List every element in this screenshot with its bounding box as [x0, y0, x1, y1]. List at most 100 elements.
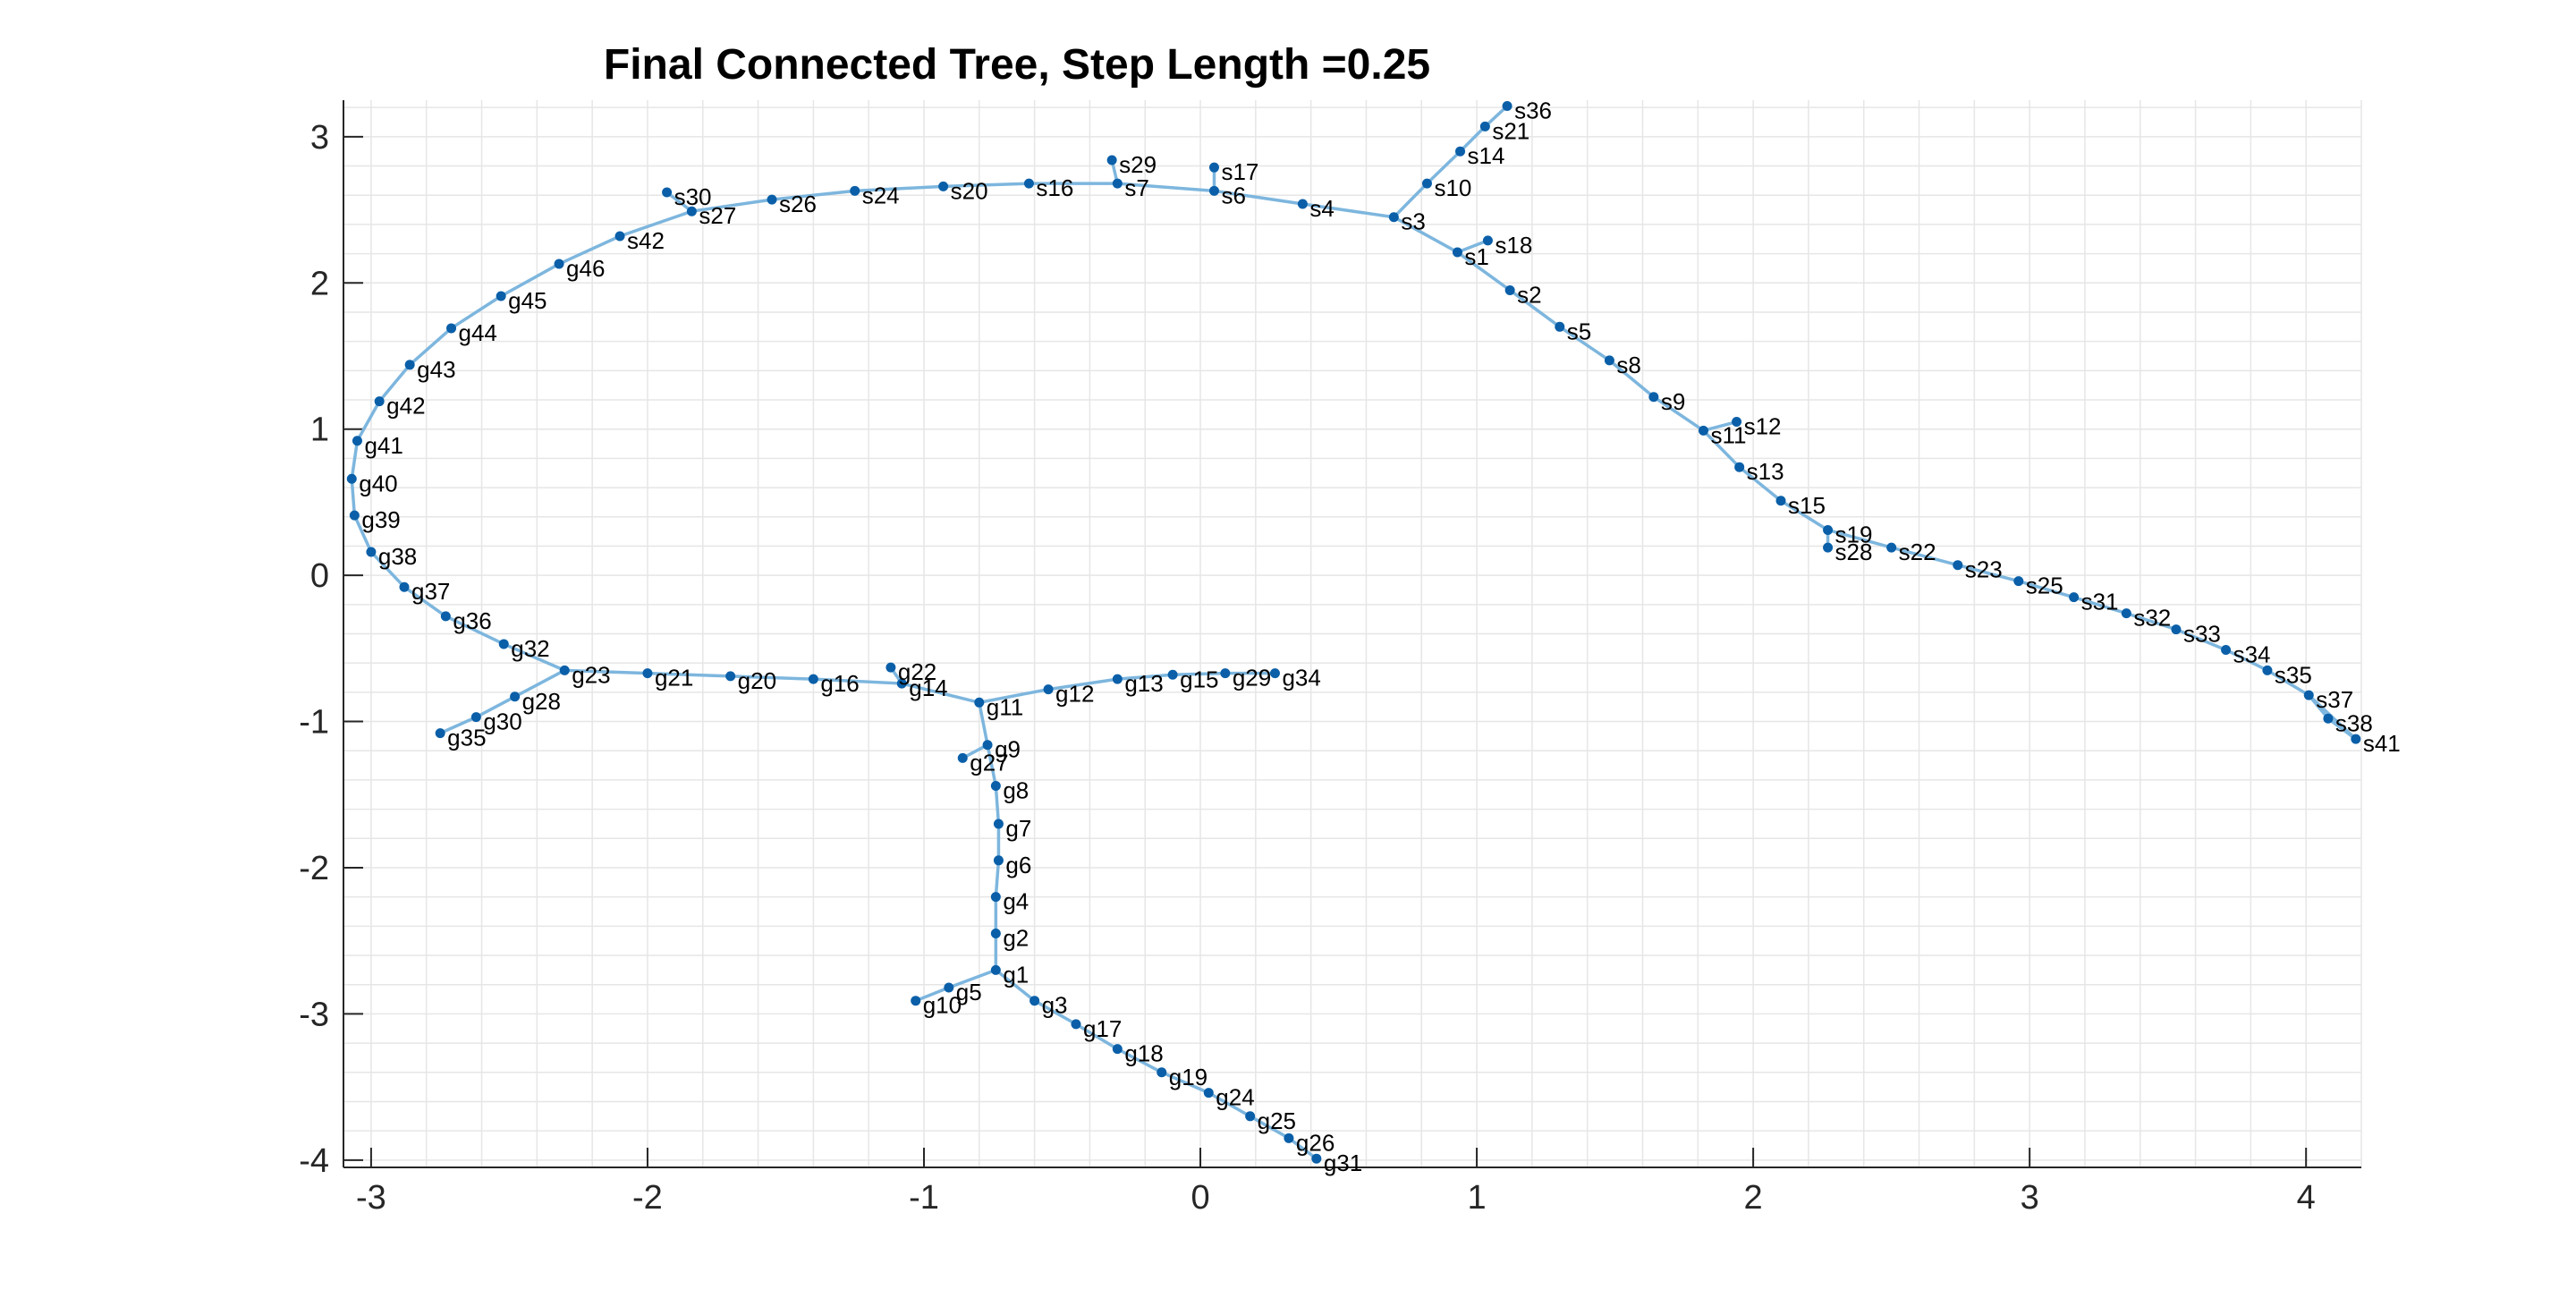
tree-node-s13 [1734, 462, 1745, 472]
tree-node-s8 [1604, 355, 1614, 366]
node-label-s11: s11 [1710, 421, 1746, 448]
node-label-s20: s20 [951, 177, 988, 204]
tree-edge-g25-g26 [1249, 1115, 1290, 1140]
tree-edge-s2-s5 [1509, 289, 1561, 328]
tree-edge-g15-g29 [1173, 671, 1225, 677]
tree-edge-g11-g9 [978, 701, 989, 746]
node-label-s18: s18 [1495, 232, 1532, 259]
tree-edge-s11-s12 [1703, 420, 1738, 433]
node-label-g17: g17 [1083, 1015, 1122, 1042]
tree-edge-g44-g43 [409, 327, 453, 367]
node-label-s21: s21 [1492, 117, 1530, 144]
tree-node-g2 [990, 929, 1001, 939]
tree-node-g5 [944, 982, 954, 993]
tree-node-s29 [1106, 155, 1117, 165]
tree-edge-s27-s30 [665, 191, 693, 213]
tree-node-s7 [1112, 178, 1123, 189]
node-label-g22: g22 [898, 658, 936, 685]
node-label-s41: s41 [2363, 730, 2401, 757]
tree-node-s21 [1479, 121, 1490, 131]
tree-edge-g19-g24 [1161, 1071, 1209, 1095]
tree-edge-g11-g12 [979, 687, 1049, 705]
tree-node-g44 [446, 323, 457, 334]
tree-edge-s22-s23 [1891, 546, 1959, 567]
tree-node-s14 [1455, 146, 1466, 157]
node-label-s24: s24 [862, 182, 900, 208]
node-label-s22: s22 [1899, 539, 1936, 565]
tree-edge-g20-g16 [730, 674, 814, 681]
tree-node-g40 [346, 473, 357, 484]
tree-node-s11 [1698, 425, 1708, 436]
node-label-s34: s34 [2233, 641, 2271, 667]
node-label-s33: s33 [2183, 621, 2221, 648]
tree-node-s37 [2303, 690, 2314, 700]
node-label-s37: s37 [2316, 686, 2353, 713]
node-label-s12: s12 [1744, 413, 1782, 440]
tree-node-g38 [366, 547, 377, 557]
node-label-g15: g15 [1180, 666, 1218, 692]
tree-node-g8 [990, 780, 1001, 791]
node-label-s16: s16 [1036, 174, 1073, 201]
tree-edge-g13-g15 [1117, 673, 1174, 681]
tree-edge-g18-g19 [1116, 1048, 1163, 1074]
node-label-g27: g27 [970, 749, 1008, 776]
tree-node-g26 [1284, 1133, 1294, 1143]
tree-edge-s38-s41 [2326, 717, 2357, 741]
tree-node-g29 [1220, 668, 1231, 679]
tree-edge-s33-s34 [2175, 627, 2227, 652]
tree-edge-g43-g42 [377, 363, 411, 403]
node-label-g25: g25 [1258, 1107, 1296, 1134]
tree-edge-s8-s9 [1608, 359, 1655, 399]
tree-edge-g36-g32 [445, 615, 504, 646]
tree-node-s26 [767, 194, 777, 205]
tree-edge-g30-g35 [439, 716, 478, 735]
tree-edge-s6-s7 [1117, 182, 1215, 193]
tree-edge-s11-s13 [1702, 429, 1741, 469]
tree-edge-g42-g41 [355, 400, 381, 442]
node-label-g19: g19 [1169, 1064, 1208, 1090]
tree-edge-s1-s2 [1456, 250, 1512, 292]
tree-edge-g45-g44 [450, 294, 503, 330]
tree-edge-s3-s1 [1393, 216, 1459, 254]
tree-node-g28 [510, 691, 521, 702]
tree-edge-s21-s36 [1484, 105, 1509, 128]
tree-edge-g32-g23 [503, 642, 565, 672]
axes: -3 -2 -1 0 1 2 3 4 -4 -3 -2 -1 0 1 2 3 [299, 100, 2361, 1217]
tree-edge-g38-g37 [369, 550, 406, 589]
node-label-s42: s42 [627, 227, 665, 254]
tree-node-s32 [2121, 608, 2131, 619]
node-label-g12: g12 [1055, 681, 1094, 708]
tree-node-g46 [554, 259, 564, 269]
node-label-s17: s17 [1221, 158, 1258, 185]
tree-node-s5 [1555, 321, 1565, 332]
tree-edge-s34-s35 [2224, 648, 2268, 672]
tree-node-g3 [1030, 996, 1040, 1006]
node-label-s35: s35 [2275, 661, 2312, 688]
tree-edge-s37-s38 [2307, 694, 2330, 720]
node-label-s5: s5 [1567, 318, 1591, 344]
tree-node-s38 [2323, 713, 2334, 724]
tree-node-s2 [1504, 284, 1515, 295]
tree-node-g39 [349, 510, 360, 521]
tree-node-g4 [990, 892, 1001, 903]
tree-edge-s42-g46 [558, 234, 621, 266]
node-label-g45: g45 [508, 287, 547, 314]
tree-edge-g9-g8 [986, 744, 998, 786]
tree-edge-g8-g7 [994, 785, 1001, 825]
node-label-g36: g36 [453, 607, 491, 634]
node-label-g40: g40 [359, 470, 397, 496]
tree-edge-s13-s15 [1738, 465, 1783, 503]
tree-node-g6 [993, 855, 1004, 866]
node-label-s6: s6 [1221, 182, 1245, 208]
tree-node-s18 [1482, 235, 1493, 246]
tree-edge-s16-s20 [943, 182, 1030, 189]
tree-node-s30 [662, 187, 673, 198]
node-label-g16: g16 [820, 670, 859, 697]
node-label-s31: s31 [2081, 589, 2119, 615]
tree-node-s10 [1421, 178, 1432, 189]
tree-node-g19 [1157, 1067, 1167, 1078]
y-tick-label: -2 [299, 850, 329, 887]
x-tick-label: 1 [1467, 1179, 1486, 1217]
tree-edge-g1-g5 [948, 968, 996, 989]
